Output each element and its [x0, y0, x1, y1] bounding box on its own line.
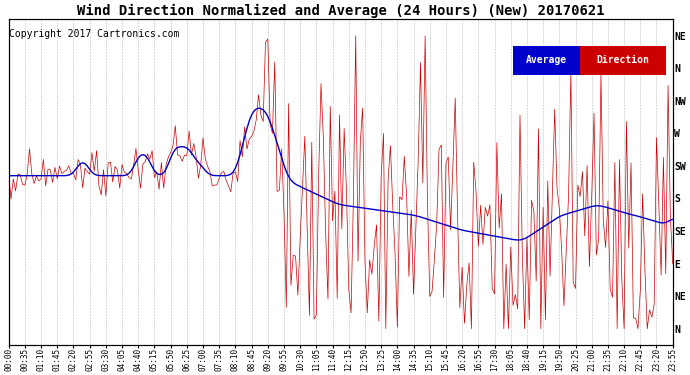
Text: Copyright 2017 Cartronics.com: Copyright 2017 Cartronics.com [10, 29, 179, 39]
Text: Direction: Direction [596, 55, 649, 65]
Text: Average: Average [526, 55, 567, 65]
Title: Wind Direction Normalized and Average (24 Hours) (New) 20170621: Wind Direction Normalized and Average (2… [77, 4, 604, 18]
Bar [580, 45, 666, 75]
Bar [513, 45, 580, 75]
